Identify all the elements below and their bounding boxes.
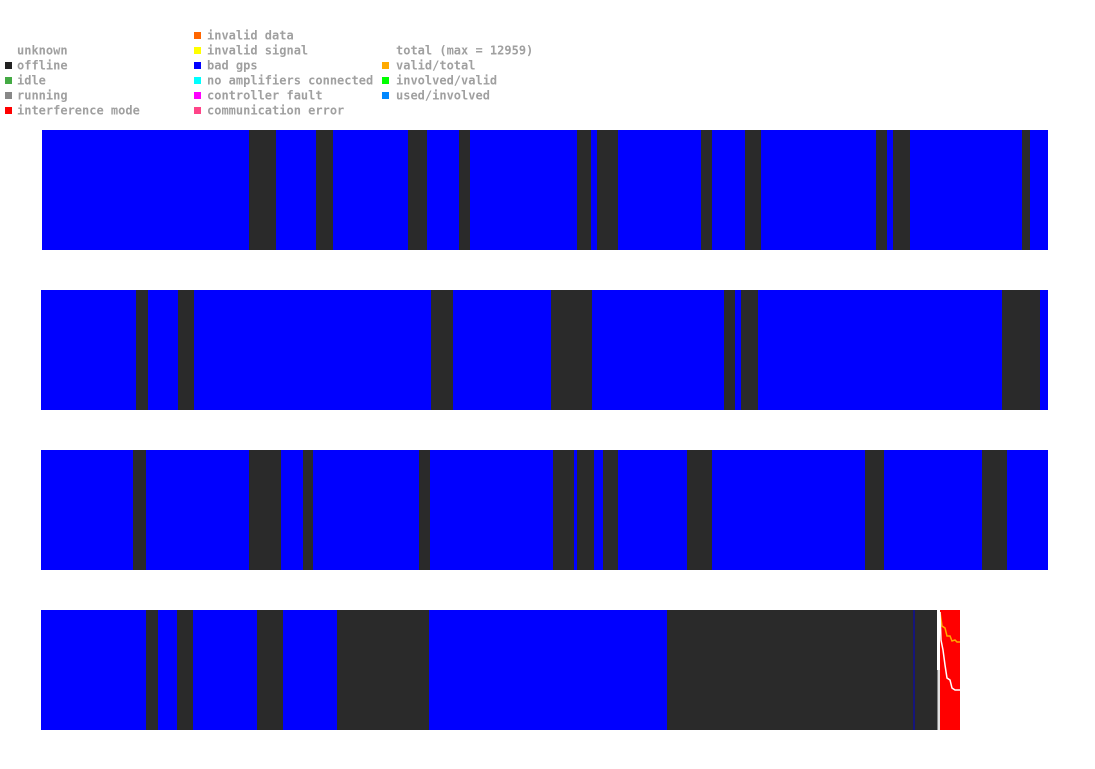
offline-segment: [741, 290, 758, 410]
legend-swatch: [194, 62, 201, 69]
offline-segment: [667, 610, 937, 730]
offline-segment: [701, 130, 712, 250]
offline-segment: [459, 130, 470, 250]
offline-segment: [303, 450, 313, 570]
legend-label: total (max = 12959): [396, 44, 533, 58]
offline-segment: [982, 450, 1007, 570]
legend-swatch: [194, 47, 201, 54]
offline-segment: [553, 450, 574, 570]
offline-segment: [249, 450, 281, 570]
legend-label: invalid signal: [207, 44, 308, 58]
legend-swatch: [5, 92, 12, 99]
legend-swatch: [382, 77, 389, 84]
legend-label: interference mode: [17, 104, 140, 118]
legend-label: no amplifiers connected: [207, 74, 373, 88]
legend-label: bad gps: [207, 59, 258, 73]
interference-segment: [940, 610, 960, 730]
offline-segment: [178, 290, 194, 410]
legend-label: involved/valid: [396, 74, 497, 88]
legend-swatch: [5, 62, 12, 69]
offline-segment: [1022, 130, 1030, 250]
offline-segment: [337, 610, 429, 730]
legend-swatch: [382, 92, 389, 99]
offline-segment: [577, 450, 594, 570]
total-curve: [939, 611, 960, 691]
offline-segment: [724, 290, 735, 410]
legend-label: used/involved: [396, 89, 490, 103]
offline-segment: [893, 130, 910, 250]
offline-segment: [136, 290, 148, 410]
legend-swatch: [5, 77, 12, 84]
legend-label: unknown: [17, 44, 68, 58]
legend-label: invalid data: [207, 29, 294, 43]
offline-segment: [146, 610, 158, 730]
offline-segment: [257, 610, 283, 730]
legend-swatch: [194, 77, 201, 84]
valid-total-curve: [939, 611, 960, 643]
legend-label: controller fault: [207, 89, 323, 103]
offline-segment: [249, 130, 276, 250]
offline-segment: [431, 290, 453, 410]
timeline-strip: [41, 450, 1048, 570]
offline-segment: [551, 290, 592, 410]
offline-segment: [408, 130, 427, 250]
legend-swatch: [382, 62, 389, 69]
offline-segment: [597, 130, 618, 250]
legend-label: offline: [17, 59, 68, 73]
offline-segment: [865, 450, 884, 570]
offline-segment: [316, 130, 333, 250]
offline-segment: [177, 610, 193, 730]
legend-label: communication error: [207, 104, 344, 118]
legend-label: running: [17, 89, 68, 103]
legend-swatch: [5, 107, 12, 114]
offline-segment: [419, 450, 430, 570]
offline-segment: [876, 130, 887, 250]
legend-swatch: [194, 92, 201, 99]
legend-label: valid/total: [396, 59, 475, 73]
timeline-strip: [41, 290, 1048, 410]
offline-segment: [577, 130, 591, 250]
legend-swatch: [194, 107, 201, 114]
legend-label: idle: [17, 74, 46, 88]
offline-segment: [687, 450, 712, 570]
offline-segment: [1002, 290, 1040, 410]
legend-swatch: [194, 32, 201, 39]
offline-segment: [133, 450, 146, 570]
offline-segment: [745, 130, 761, 250]
offline-segment: [603, 450, 618, 570]
